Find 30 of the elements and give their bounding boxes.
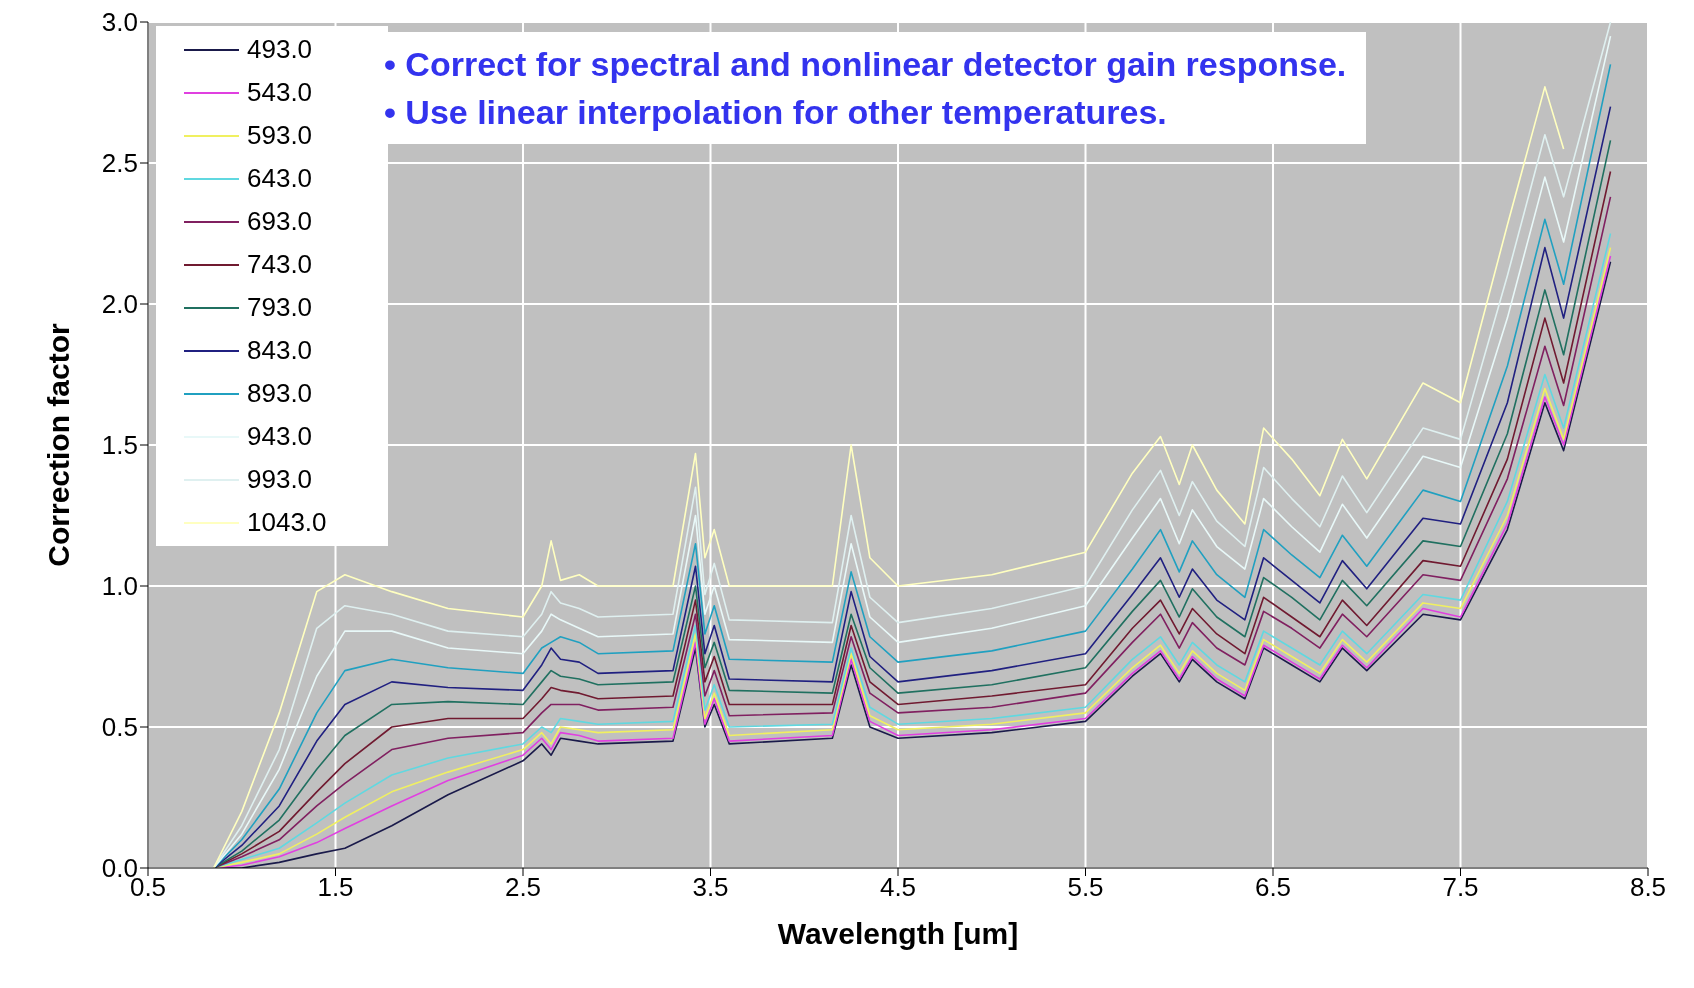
x-tick-label: 4.5 xyxy=(879,872,917,903)
y-tick-label: 3.0 xyxy=(101,7,138,38)
legend-label: 943.0 xyxy=(247,421,313,452)
x-tick-label: 7.5 xyxy=(1442,872,1479,903)
y-axis-title: Correction factor xyxy=(41,322,75,567)
y-tick-label: 2.0 xyxy=(101,289,138,320)
x-tick-label: 2.5 xyxy=(504,872,542,903)
x-tick-label: 6.5 xyxy=(1254,872,1292,903)
x-tick-label: 1.5 xyxy=(317,872,354,903)
y-tick-label: 1.5 xyxy=(101,430,138,461)
legend-label: 593.0 xyxy=(247,120,313,151)
x-tick-label: 3.5 xyxy=(692,872,729,903)
legend-label: 893.0 xyxy=(247,378,313,409)
y-tick-label: 2.5 xyxy=(101,148,138,179)
annotation: • Correct for spectral and nonlinear detector gain response. xyxy=(384,44,1347,85)
legend-label: 693.0 xyxy=(247,206,313,237)
legend-label: 743.0 xyxy=(247,249,313,280)
annotation: • Use linear interpolation for other temperatures. xyxy=(384,92,1168,133)
legend-label: 543.0 xyxy=(247,77,313,108)
legend-label: 793.0 xyxy=(247,292,313,323)
legend-label: 993.0 xyxy=(247,464,313,495)
x-tick-label: 5.5 xyxy=(1067,872,1104,903)
legend-label: 643.0 xyxy=(247,163,313,194)
legend-label: 843.0 xyxy=(247,335,313,366)
legend-label: 493.0 xyxy=(247,34,313,65)
x-axis-title: Wavelength [um] xyxy=(777,917,1019,950)
legend-label: 1043.0 xyxy=(247,507,327,538)
y-tick-label: 1.0 xyxy=(101,571,138,602)
y-tick-label: 0.5 xyxy=(101,712,138,743)
x-tick-label: 8.5 xyxy=(1629,872,1667,903)
